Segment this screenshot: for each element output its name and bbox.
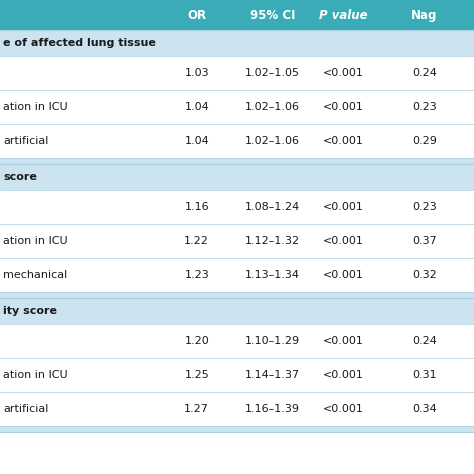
Bar	[0, 190, 474, 224]
Text: 0.29: 0.29	[412, 136, 437, 146]
Bar	[0, 90, 474, 124]
Text: 1.10–1.29: 1.10–1.29	[245, 336, 300, 346]
Text: 1.02–1.06: 1.02–1.06	[245, 102, 300, 112]
Text: 1.22: 1.22	[184, 236, 209, 246]
Text: <0.001: <0.001	[323, 202, 364, 212]
Text: <0.001: <0.001	[323, 404, 364, 414]
Text: 1.04: 1.04	[184, 136, 209, 146]
Text: 1.02–1.05: 1.02–1.05	[245, 68, 300, 78]
Text: 1.16: 1.16	[184, 202, 209, 212]
Text: 1.14–1.37: 1.14–1.37	[245, 370, 300, 380]
Text: 0.32: 0.32	[412, 270, 437, 280]
Bar	[0, 258, 474, 292]
Text: ation in ICU: ation in ICU	[3, 370, 68, 380]
Text: <0.001: <0.001	[323, 270, 364, 280]
Text: 1.03: 1.03	[184, 68, 209, 78]
Bar	[0, 158, 474, 164]
Bar	[0, 298, 474, 324]
Bar	[0, 56, 474, 90]
Text: 1.20: 1.20	[184, 336, 209, 346]
Text: <0.001: <0.001	[323, 102, 364, 112]
Bar	[0, 392, 474, 426]
Text: e of affected lung tissue: e of affected lung tissue	[3, 38, 156, 48]
Text: 1.13–1.34: 1.13–1.34	[245, 270, 300, 280]
Text: 0.24: 0.24	[412, 68, 437, 78]
Text: P value: P value	[319, 9, 368, 21]
Text: artificial: artificial	[3, 404, 48, 414]
Text: 0.37: 0.37	[412, 236, 437, 246]
Text: score: score	[3, 172, 37, 182]
Text: 0.23: 0.23	[412, 102, 437, 112]
Text: 1.16–1.39: 1.16–1.39	[245, 404, 300, 414]
Text: 1.08–1.24: 1.08–1.24	[245, 202, 300, 212]
Text: <0.001: <0.001	[323, 336, 364, 346]
Bar	[0, 30, 474, 56]
Bar	[0, 324, 474, 358]
Text: 1.27: 1.27	[184, 404, 209, 414]
Text: <0.001: <0.001	[323, 236, 364, 246]
Text: 1.04: 1.04	[184, 102, 209, 112]
Text: 1.25: 1.25	[184, 370, 209, 380]
Text: 0.24: 0.24	[412, 336, 437, 346]
Text: Nag: Nag	[411, 9, 438, 21]
Bar	[0, 224, 474, 258]
Bar	[0, 358, 474, 392]
Text: ation in ICU: ation in ICU	[3, 236, 68, 246]
Text: mechanical: mechanical	[3, 270, 67, 280]
Text: 0.34: 0.34	[412, 404, 437, 414]
Bar	[0, 124, 474, 158]
Text: <0.001: <0.001	[323, 68, 364, 78]
Text: <0.001: <0.001	[323, 136, 364, 146]
Bar	[0, 0, 474, 30]
Text: 1.02–1.06: 1.02–1.06	[245, 136, 300, 146]
Text: artificial: artificial	[3, 136, 48, 146]
Bar	[0, 164, 474, 190]
Bar	[0, 292, 474, 298]
Bar	[0, 426, 474, 432]
Text: ity score: ity score	[3, 306, 57, 316]
Text: 1.23: 1.23	[184, 270, 209, 280]
Text: OR: OR	[187, 9, 206, 21]
Text: 95% CI: 95% CI	[250, 9, 295, 21]
Text: 0.23: 0.23	[412, 202, 437, 212]
Text: ation in ICU: ation in ICU	[3, 102, 68, 112]
Text: 1.12–1.32: 1.12–1.32	[245, 236, 300, 246]
Text: <0.001: <0.001	[323, 370, 364, 380]
Text: 0.31: 0.31	[412, 370, 437, 380]
